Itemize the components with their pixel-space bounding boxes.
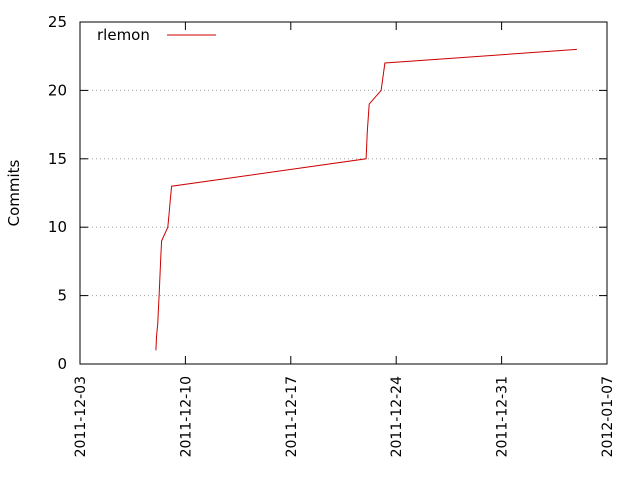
tick-label-y-0: 0	[57, 355, 67, 373]
axis-ticks: 0 5 10 15 20 25 2011-12-03 2011-12-10 2011-12-17…	[48, 13, 616, 457]
series-lines	[155, 48, 577, 351]
legend-label-rlemon: rlemon	[97, 26, 150, 44]
tick-label-y-20: 20	[48, 81, 67, 99]
series-line-rlemon	[155, 48, 577, 351]
tick-label-x-2011-12-24: 2011-12-24	[389, 376, 405, 457]
tick-label-x-2011-12-10: 2011-12-10	[178, 376, 194, 457]
tick-label-x-2011-12-31: 2011-12-31	[495, 376, 511, 457]
tick-label-y-25: 25	[48, 13, 67, 31]
legend: rlemon	[97, 26, 216, 44]
tick-label-y-5: 5	[57, 287, 67, 305]
gridlines	[80, 89, 607, 297]
tick-label-x-2011-12-03: 2011-12-03	[73, 376, 89, 457]
tick-label-x-2012-01-07: 2012-01-07	[600, 376, 616, 457]
tick-label-x-2011-12-17: 2011-12-17	[284, 376, 300, 457]
tick-label-y-10: 10	[48, 218, 67, 236]
y-axis-label: Commits	[5, 159, 23, 226]
tick-label-y-15: 15	[48, 150, 67, 168]
plot-frame	[79, 21, 608, 365]
